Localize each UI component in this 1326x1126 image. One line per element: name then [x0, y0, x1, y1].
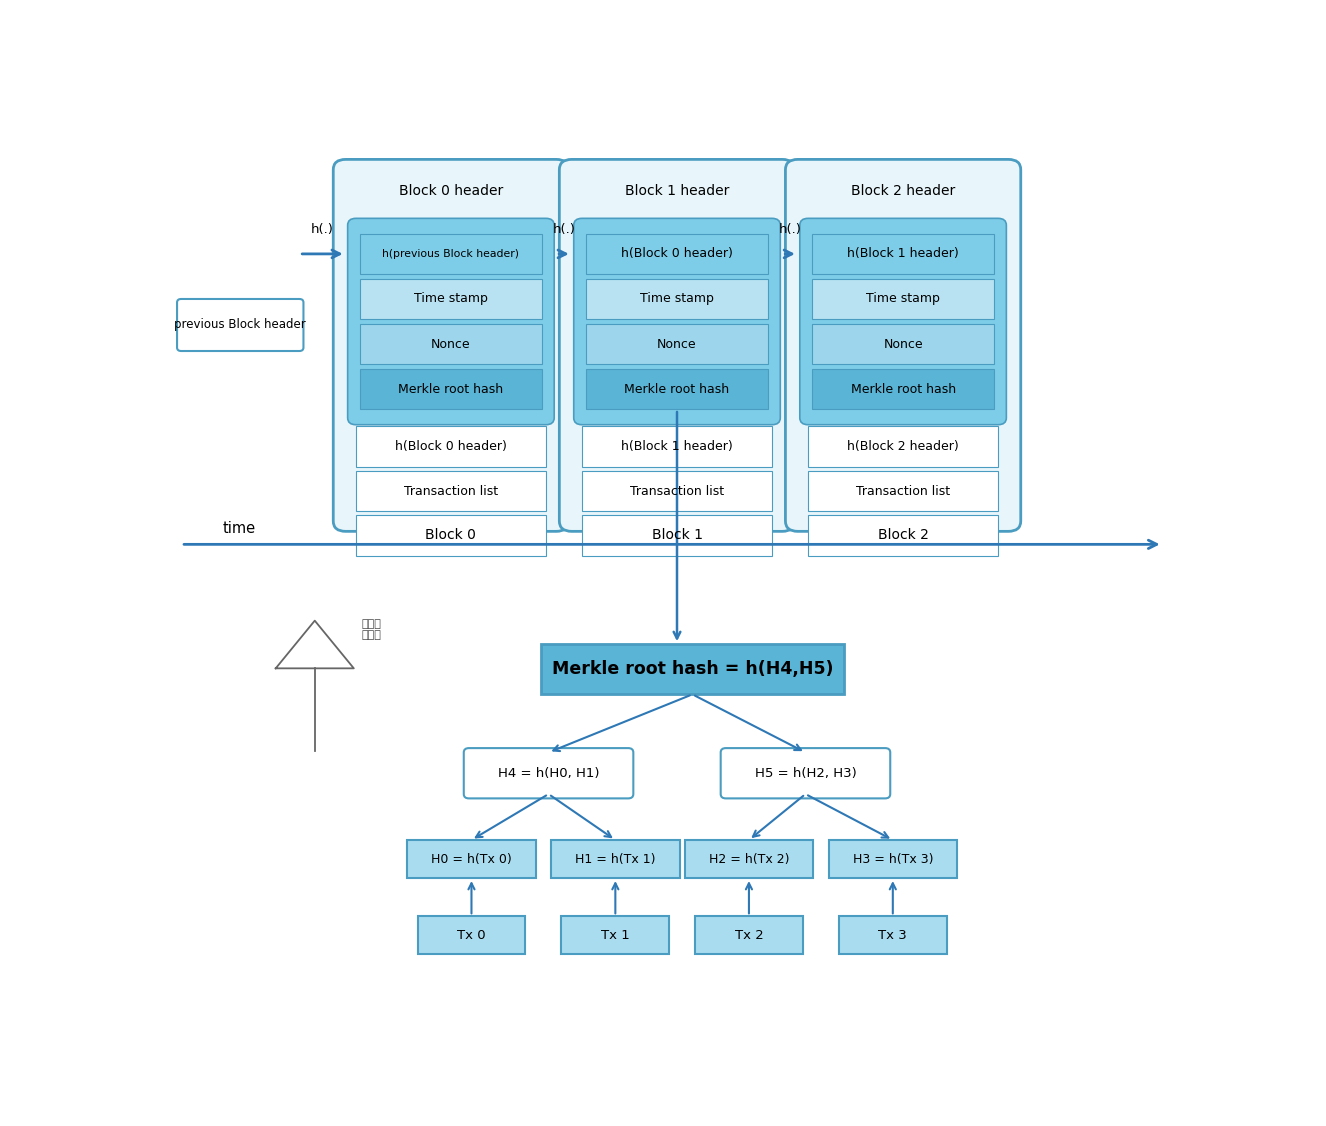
Text: h(Block 0 header): h(Block 0 header) [395, 440, 507, 454]
Bar [407, 840, 536, 878]
Text: time: time [223, 521, 256, 536]
Bar [359, 234, 542, 274]
Text: Block 1: Block 1 [651, 528, 703, 543]
Bar [582, 427, 772, 467]
Text: Tx 1: Tx 1 [601, 929, 630, 941]
FancyBboxPatch shape [785, 160, 1021, 531]
Text: Tx 3: Tx 3 [878, 929, 907, 941]
Text: Block 2: Block 2 [878, 528, 928, 543]
FancyBboxPatch shape [560, 160, 794, 531]
Text: h(Block 1 header): h(Block 1 header) [847, 248, 959, 260]
Bar [355, 471, 546, 511]
Text: Transaction list: Transaction list [857, 484, 951, 498]
Text: Merkle root hash: Merkle root hash [398, 383, 504, 395]
Text: Block 1 header: Block 1 header [625, 185, 729, 198]
Text: h(previous Block header): h(previous Block header) [382, 249, 520, 259]
Text: Time stamp: Time stamp [414, 293, 488, 305]
Bar [355, 427, 546, 467]
Bar [586, 324, 768, 364]
FancyBboxPatch shape [574, 218, 780, 425]
Text: Nonce: Nonce [431, 338, 471, 350]
Text: h(.): h(.) [553, 223, 575, 236]
Text: Tx 0: Tx 0 [457, 929, 485, 941]
FancyBboxPatch shape [800, 218, 1006, 425]
Text: h(Block 0 header): h(Block 0 header) [621, 248, 733, 260]
Bar [586, 279, 768, 319]
Bar [808, 515, 998, 555]
Text: Time stamp: Time stamp [866, 293, 940, 305]
Bar [359, 369, 542, 409]
Bar [541, 644, 845, 695]
Text: previous Block header: previous Block header [175, 319, 306, 331]
FancyBboxPatch shape [333, 160, 569, 531]
Bar [359, 279, 542, 319]
Bar [808, 471, 998, 511]
FancyBboxPatch shape [464, 748, 634, 798]
Text: Merkle root hash: Merkle root hash [850, 383, 956, 395]
Text: Block 2 header: Block 2 header [851, 185, 955, 198]
Bar [355, 515, 546, 555]
Text: H5 = h(H2, H3): H5 = h(H2, H3) [754, 767, 857, 779]
FancyBboxPatch shape [178, 300, 304, 351]
Bar [812, 369, 994, 409]
Text: H1 = h(Tx 1): H1 = h(Tx 1) [575, 852, 655, 866]
Text: Merkle root hash = h(H4,H5): Merkle root hash = h(H4,H5) [552, 660, 833, 678]
Bar [812, 324, 994, 364]
Text: H3 = h(Tx 3): H3 = h(Tx 3) [853, 852, 934, 866]
Bar [808, 427, 998, 467]
Bar [684, 840, 813, 878]
Bar [812, 234, 994, 274]
Text: Transaction list: Transaction list [404, 484, 499, 498]
Bar [829, 840, 957, 878]
Text: 이름이
기재됨: 이름이 기재됨 [361, 618, 381, 640]
Text: Nonce: Nonce [883, 338, 923, 350]
Bar [561, 917, 670, 955]
Bar [695, 917, 804, 955]
Text: Nonce: Nonce [658, 338, 697, 350]
Text: h(Block 2 header): h(Block 2 header) [847, 440, 959, 454]
Text: H2 = h(Tx 2): H2 = h(Tx 2) [708, 852, 789, 866]
Text: h(.): h(.) [778, 223, 801, 236]
Text: h(Block 1 header): h(Block 1 header) [621, 440, 733, 454]
Bar [582, 471, 772, 511]
Bar [418, 917, 525, 955]
Text: Block 0 header: Block 0 header [399, 185, 503, 198]
Text: Time stamp: Time stamp [640, 293, 713, 305]
Text: Block 0: Block 0 [426, 528, 476, 543]
Bar [812, 279, 994, 319]
Text: Transaction list: Transaction list [630, 484, 724, 498]
Bar [586, 234, 768, 274]
Text: H4 = h(H0, H1): H4 = h(H0, H1) [497, 767, 599, 779]
Bar [839, 917, 947, 955]
Bar [586, 369, 768, 409]
Bar [359, 324, 542, 364]
Text: Tx 2: Tx 2 [735, 929, 764, 941]
Text: Merkle root hash: Merkle root hash [625, 383, 729, 395]
Bar [582, 515, 772, 555]
Bar [552, 840, 680, 878]
FancyBboxPatch shape [721, 748, 890, 798]
Text: H0 = h(Tx 0): H0 = h(Tx 0) [431, 852, 512, 866]
FancyBboxPatch shape [347, 218, 554, 425]
Text: h(.): h(.) [312, 223, 334, 236]
